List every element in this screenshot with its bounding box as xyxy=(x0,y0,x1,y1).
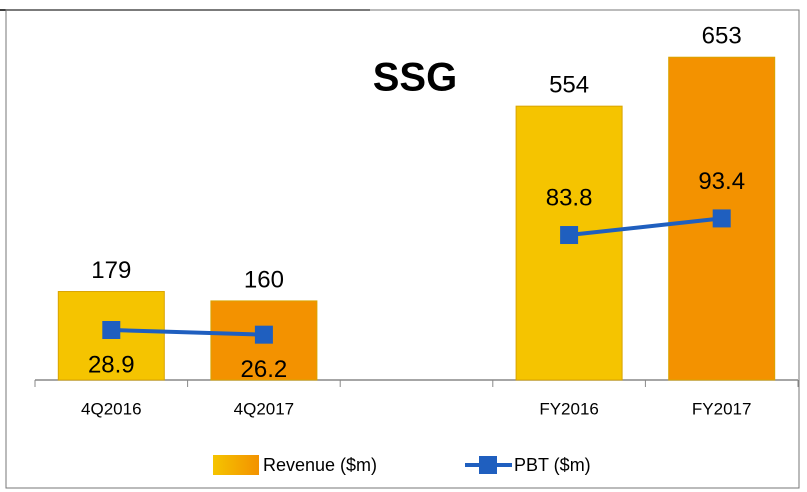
x-tick-label: 4Q2016 xyxy=(81,399,142,418)
x-tick-label: 4Q2017 xyxy=(234,399,295,418)
legend-swatch xyxy=(213,455,259,475)
chart-frame xyxy=(5,9,800,489)
line-value-label: 83.8 xyxy=(546,184,593,211)
line-marker xyxy=(102,321,121,340)
bar-value-label: 653 xyxy=(702,23,742,50)
bar-value-label: 554 xyxy=(549,72,589,99)
bar-value-label: 160 xyxy=(244,266,284,293)
line xyxy=(568,216,722,238)
line-value-label: 93.4 xyxy=(698,168,745,195)
legend-label: Revenue ($m) xyxy=(263,455,377,475)
line-marker xyxy=(254,325,273,344)
x-tick-label: FY2016 xyxy=(539,399,599,418)
line-value-label: 26.2 xyxy=(241,356,288,383)
line-value-label: 28.9 xyxy=(88,351,135,378)
line xyxy=(111,328,264,337)
legend-label: PBT ($m) xyxy=(514,455,591,475)
line-marker xyxy=(712,209,731,228)
bar-value-label: 179 xyxy=(91,257,131,284)
legend-marker xyxy=(479,456,497,474)
line-marker xyxy=(560,226,579,245)
chart-title: SSG xyxy=(373,56,457,100)
x-tick-label: FY2017 xyxy=(692,399,752,418)
